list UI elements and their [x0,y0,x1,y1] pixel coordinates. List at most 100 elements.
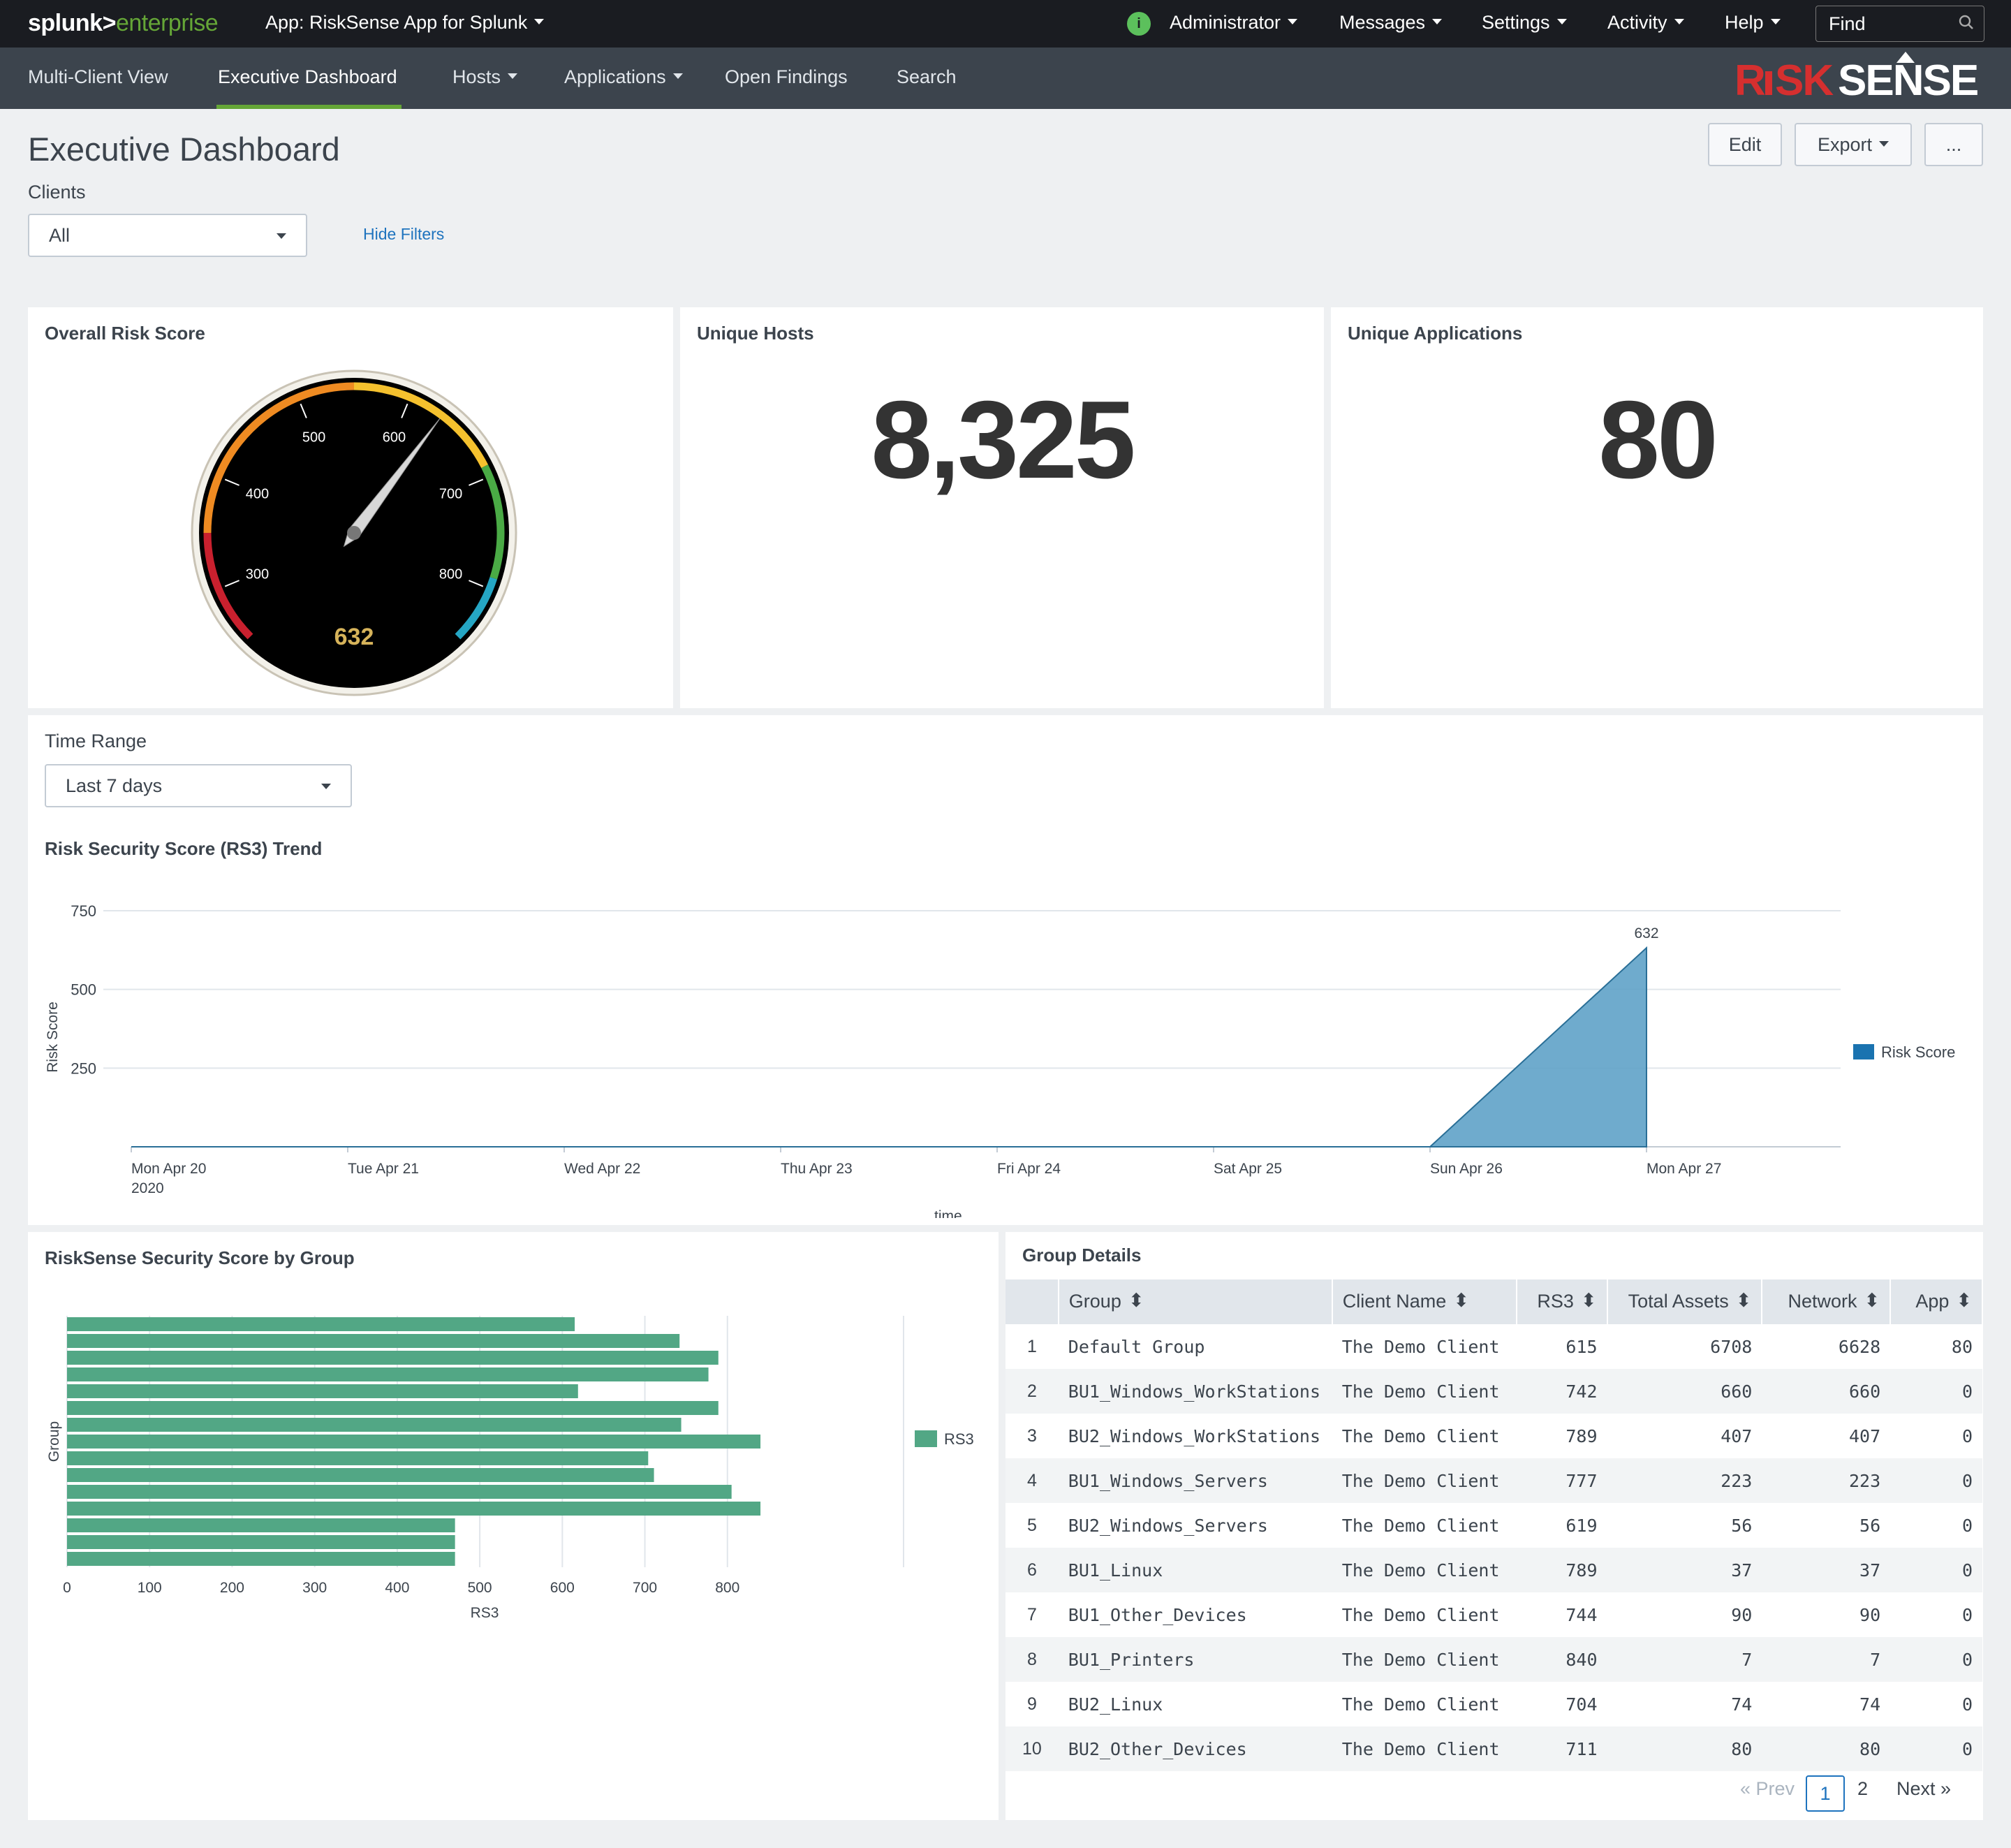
col-total-assets-header[interactable]: Total Assets ⬍ [1607,1279,1763,1324]
gauge-tick-label: 600 [383,430,406,445]
table-row[interactable]: 5 BU2_Windows_Servers The Demo Client 619 56… [1006,1503,1982,1548]
group-score-bar[interactable] [67,1535,455,1549]
client-name-cell: The Demo Client [1332,1458,1517,1503]
info-icon[interactable]: i [1127,12,1151,36]
pager-page-2[interactable]: 2 [1857,1778,1869,1799]
row-number: 2 [1006,1369,1059,1414]
table-row[interactable]: 7 BU1_Other_Devices The Demo Client 744 90 90… [1006,1592,1982,1637]
bar-x-tick-label: 800 [715,1580,739,1596]
more-actions-button[interactable]: ... [1924,123,1983,166]
sort-icon: ⬍ [1128,1290,1144,1312]
edit-button[interactable]: Edit [1708,123,1782,166]
nav-applications[interactable]: Applications [564,66,683,88]
network-cell: 6628 [1838,1336,1881,1357]
bar-legend-label[interactable]: RS3 [944,1430,974,1448]
col-group-header[interactable]: Group ⬍ [1058,1279,1333,1324]
table-row[interactable]: 10 BU2_Other_Devices The Demo Client 711 80 8… [1006,1726,1982,1771]
splunk-logo[interactable]: splunk>enterprise [28,10,219,36]
group-score-bar[interactable] [67,1451,649,1465]
risksense-logo[interactable]: R SK SENSE [1734,50,1983,106]
row-number: 3 [1026,1425,1037,1446]
group-score-panel: RiskSense Security Score by Group 0 100 20… [28,1232,999,1820]
table-row[interactable]: 8 BU1_Printers The Demo Client 840 7 7 0 [1006,1637,1982,1682]
nav-search[interactable]: Search [897,66,957,87]
group-score-bar[interactable] [67,1418,682,1432]
group-cell: Default Group [1068,1336,1205,1357]
search-icon [1959,15,1973,29]
bar-x-tick-label: 600 [550,1580,575,1596]
rs3-cell: 742 [1516,1369,1607,1414]
trend-x-tick-label: Mon Apr 20 2020 [131,1161,206,1196]
group-score-bar[interactable] [67,1317,575,1331]
group-score-bar[interactable] [67,1401,719,1415]
pager-prev[interactable]: « Prev [1740,1778,1795,1799]
trend-chart-title: Risk Security Score (RS3) Trend [45,838,323,859]
row-number: 10 [1006,1726,1059,1771]
hide-filters-link[interactable]: Hide Filters [363,225,445,243]
time-range-dropdown[interactable]: Last 7 days [45,764,352,807]
table-row[interactable]: 6 BU1_Linux The Demo Client 789 37 37 0 [1006,1548,1982,1592]
table-row[interactable]: 3 BU2_Windows_WorkStations The Demo Client… [1006,1414,1982,1458]
user-menu[interactable]: Administrator [1170,12,1298,34]
group-score-bar[interactable] [67,1384,578,1398]
col-rs3-header[interactable]: RS3 ⬍ [1516,1279,1608,1324]
chevron-down-icon [1879,140,1890,147]
group-score-bar[interactable] [67,1502,761,1516]
col-network-header[interactable]: Network ⬍ [1762,1279,1892,1324]
trend-x-tick-label: Fri Apr 24 [997,1161,1061,1177]
total-assets-cell: 37 [1607,1548,1762,1592]
client-name-cell: The Demo Client [1332,1369,1517,1414]
table-row[interactable]: 9 BU2_Linux The Demo Client 704 74 74 0 [1006,1682,1982,1726]
nav-open-findings[interactable]: Open Findings [725,66,848,87]
clients-dropdown[interactable]: All [28,214,307,257]
col-app-header[interactable]: App ⬍ [1890,1279,1983,1324]
total-assets-cell: 56 [1731,1515,1753,1536]
export-button[interactable]: Export [1795,123,1912,166]
help-menu[interactable]: Help [1725,12,1781,34]
row-number: 8 [1006,1637,1059,1682]
chevron-down-icon [508,73,518,79]
table-row[interactable]: 1 Default Group The Demo Client 615 6708 6628… [1006,1324,1982,1369]
sort-icon: ⬍ [1735,1290,1752,1312]
settings-menu[interactable]: Settings [1482,12,1567,34]
table-row[interactable]: 2 BU1_Windows_WorkStations The Demo Client… [1006,1369,1982,1414]
group-score-bar[interactable] [67,1552,455,1566]
client-name-cell: The Demo Client [1332,1637,1517,1682]
nav-hosts[interactable]: Hosts [452,66,518,88]
app-menu[interactable]: App: RiskSense App for Splunk [265,12,545,34]
group-score-bar[interactable] [67,1468,654,1482]
risksense-logo-i [1765,71,1772,95]
group-score-bar[interactable] [67,1334,680,1348]
nav-executive-dashboard[interactable]: Executive Dashboard [218,66,397,87]
table-row[interactable]: 4 BU1_Windows_Servers The Demo Client 777 22… [1006,1458,1982,1503]
sort-icon: ⬍ [1956,1290,1972,1312]
col-client-name-header[interactable]: Client Name ⬍ [1332,1279,1517,1324]
network-cell: 74 [1859,1694,1881,1715]
chevron-down-icon [1674,18,1684,24]
find-input[interactable]: Find [1815,6,1984,42]
network-cell: 56 [1859,1515,1881,1536]
group-score-bar[interactable] [67,1518,455,1532]
overall-risk-panel: Overall Risk Score 300 400 500 600 700 800 632 [28,307,673,708]
group-score-bar[interactable] [67,1351,719,1365]
pager-page-1[interactable]: 1 [1806,1775,1845,1812]
messages-menu[interactable]: Messages [1339,12,1443,34]
client-name-cell: The Demo Client [1341,1425,1500,1446]
trend-legend-label[interactable]: Risk Score [1881,1043,1955,1061]
pager-next[interactable]: Next » [1896,1778,1952,1799]
group-score-bar[interactable] [67,1485,732,1499]
nav-multi-client-view[interactable]: Multi-Client View [28,66,168,87]
gauge-tick [469,478,484,486]
bar-x-tick-label: 500 [468,1580,492,1596]
unique-hosts-value: 8,325 [871,379,1135,501]
group-score-bar[interactable] [67,1435,761,1449]
group-score-bar[interactable] [67,1367,709,1381]
row-number: 5 [1026,1515,1037,1535]
activity-menu[interactable]: Activity [1607,12,1684,34]
client-name-cell: The Demo Client [1341,1515,1500,1536]
bar-legend-swatch [915,1430,937,1447]
rs3-cell: 711 [1516,1726,1607,1771]
unique-applications-title: Unique Applications [1348,323,1523,344]
group-score-chart: 0 100 200 300 400 500 600 700 800 Group RS3 RS3 [46,1316,974,1621]
group-cell: BU2_Windows_Servers [1068,1515,1268,1536]
